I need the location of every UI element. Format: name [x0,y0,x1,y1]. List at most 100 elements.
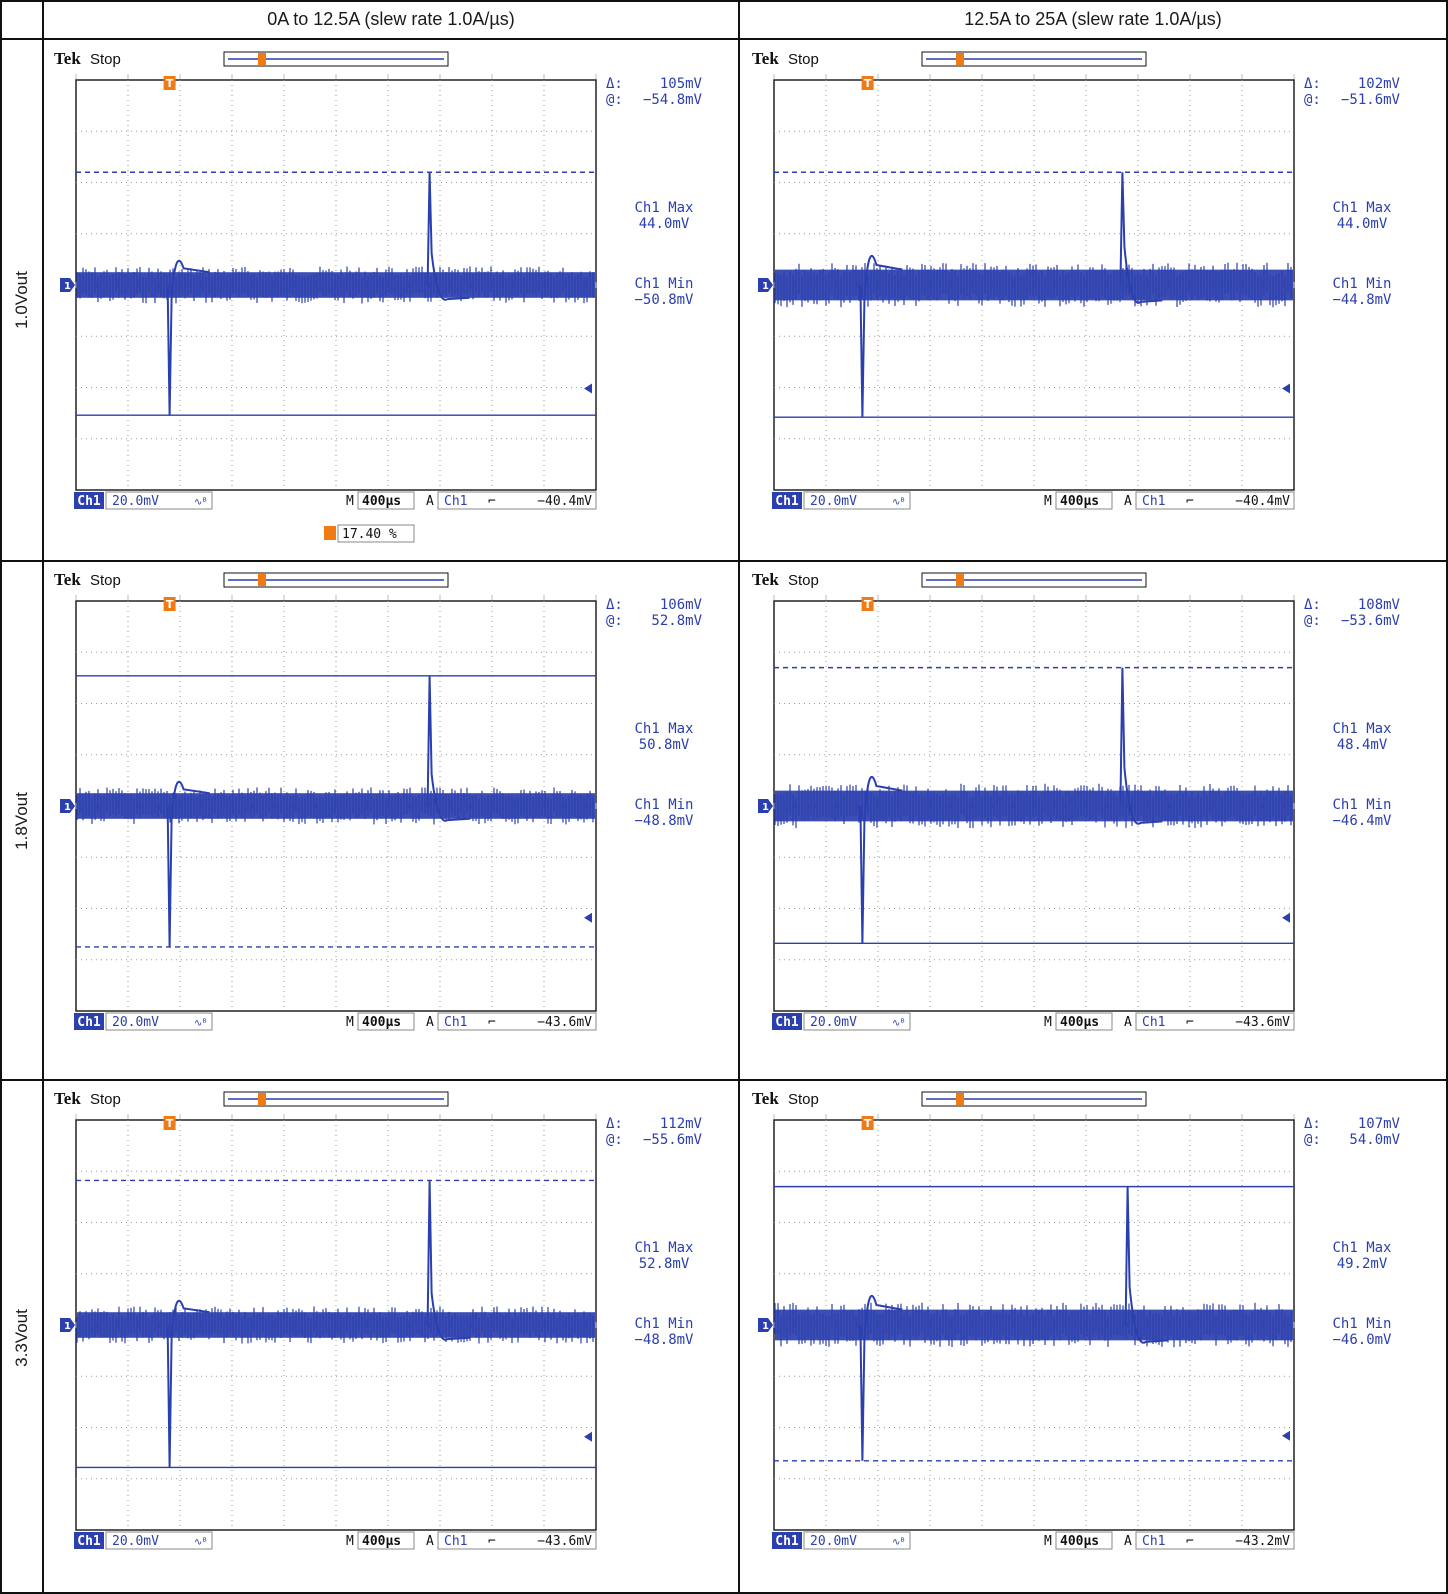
cursor-delta-value: 102mV [1358,76,1401,92]
trigger-level: −43.6mV [537,1534,592,1549]
trigger-t-glyph: T [864,598,872,611]
scale-box [803,1531,911,1550]
trigger-channel: Ch1 [1142,1015,1165,1030]
vertical-scale: 20.0mV [810,1015,857,1030]
at-symbol: @: [1304,92,1321,108]
channel-badge-label: Ch1 [77,1534,101,1549]
trigger-position-marker [861,597,874,611]
trigger-channel: Ch1 [444,1534,467,1549]
vertical-scale: 20.0mV [810,1534,857,1549]
trigger-position-value: 17.40 % [342,527,397,542]
record-trigger-marker [258,1093,266,1105]
trigger-position-marker [861,1116,874,1130]
at-symbol: @: [606,613,623,629]
ch1-min-value: −50.8mV [634,292,694,308]
trigger-position-box [337,524,415,543]
trigger-channel: Ch1 [444,1015,467,1030]
cursor-delta-value: 106mV [660,597,703,613]
record-trigger-marker [956,53,964,65]
timebase-box [357,491,415,510]
record-bar [921,1091,1147,1107]
channel-1-marker-label: 1 [64,281,71,292]
timebase-prefix: M [346,1534,354,1549]
timebase-box [1055,1012,1113,1031]
trace-overshoot [426,1180,470,1341]
vertical-scale: 20.0mV [112,1534,159,1549]
trigger-box [1135,1531,1295,1550]
bandwidth-icon: ∿ᴮ [892,497,905,508]
trigger-level-arrow [1282,1430,1290,1441]
scope-capture: Tek Stop T 1 Δ: 106mV @: 52.8mV Ch1 Max 50.8mV Ch1… [48,565,738,1065]
vertical-scale: 20.0mV [112,1015,159,1030]
trace-undershoot [166,260,210,416]
trigger-level: −40.4mV [1235,494,1290,509]
trigger-box [437,491,597,510]
timebase-value: 400µs [1060,494,1099,509]
ch1-min-value: −48.8mV [634,813,694,829]
channel-1-marker-label: 1 [762,802,769,813]
delta-symbol: Δ: [606,76,623,92]
ch1-max-value: 50.8mV [639,737,690,753]
ch1-max-label: Ch1 Max [634,1240,693,1256]
table-rule-bottom [0,1592,1448,1594]
timebase-prefix: M [1044,494,1052,509]
falling-edge-icon: ⌐ [1186,1015,1194,1030]
cursor-at-value: 54.0mV [1349,1132,1400,1148]
cursor-delta-value: 105mV [660,76,703,92]
scope-status: Stop [788,1091,819,1108]
trace-noise-texture [774,1302,1292,1348]
scope-brand: Tek [752,1089,779,1108]
at-symbol: @: [1304,613,1321,629]
trigger-position-marker [861,76,874,90]
table-rule-header [0,38,1448,40]
scope-capture: Tek Stop T 1 Δ: 108mV @: −53.6mV Ch1 Max 48.4mV Ch… [746,565,1436,1065]
trace-noise-texture [774,262,1292,308]
trigger-t-glyph: T [864,77,872,90]
scope-brand: Tek [54,570,81,589]
trace-undershoot [166,1300,210,1468]
trace-noise-texture [76,1306,594,1344]
cursor-delta-value: 112mV [660,1116,703,1132]
cursor-at-value: −51.6mV [1341,92,1401,108]
cursor-delta-value: 107mV [1358,1116,1401,1132]
scope-status: Stop [788,51,819,68]
trigger-t-glyph: T [166,598,174,611]
row-header-0: 1.0Vout [0,40,44,560]
scale-box [105,491,213,510]
record-trigger-marker [956,574,964,586]
delta-symbol: Δ: [1304,76,1321,92]
channel-1-marker-label: 1 [64,1321,71,1332]
channel-1-marker [60,1318,75,1332]
delta-symbol: Δ: [606,597,623,613]
trigger-channel: Ch1 [1142,494,1165,509]
timebase-prefix: M [1044,1015,1052,1030]
ch1-max-label: Ch1 Max [1332,1240,1391,1256]
trigger-level-arrow [584,912,592,923]
table-rule-middle [738,0,740,1594]
delta-symbol: Δ: [606,1116,623,1132]
timebase-value: 400µs [362,1015,401,1030]
trigger-position-icon [324,526,336,540]
trigger-level-arrow [584,383,592,394]
trigger-level-arrow [584,1431,592,1442]
timebase-box [357,1531,415,1550]
trace-noise-texture [76,266,594,304]
falling-edge-icon: ⌐ [1186,1534,1194,1549]
channel-1-marker [758,278,773,292]
trigger-prefix: A [426,494,434,509]
trigger-box [437,1012,597,1031]
trigger-t-glyph: T [864,1117,872,1130]
trigger-level: −40.4mV [537,494,592,509]
record-trigger-marker [258,53,266,65]
trigger-prefix: A [1124,494,1132,509]
falling-edge-icon: ⌐ [488,1534,496,1549]
trigger-level-arrow [1282,383,1290,394]
channel-1-marker [60,799,75,813]
table-rule-row1 [0,560,1448,562]
bandwidth-icon: ∿ᴮ [194,497,207,508]
trigger-prefix: A [1124,1534,1132,1549]
delta-symbol: Δ: [1304,597,1321,613]
